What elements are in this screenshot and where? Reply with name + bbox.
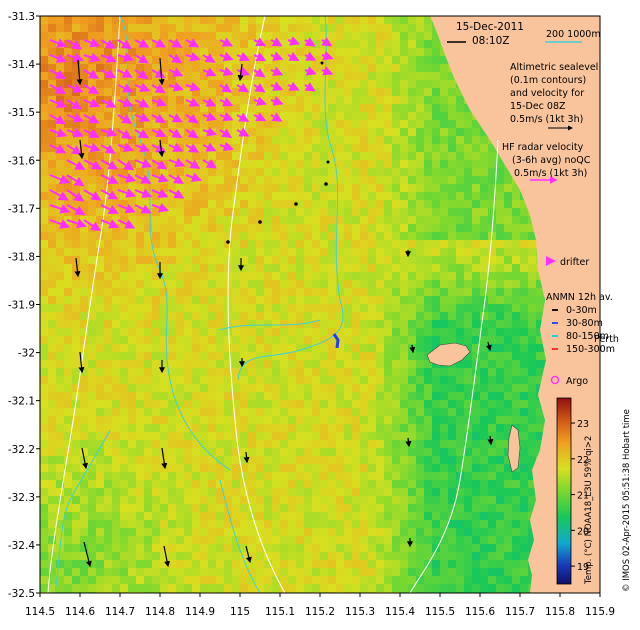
colorbar-gradient xyxy=(556,397,572,585)
y-tick-label: -32.2 xyxy=(8,444,35,456)
colorbar-label: Temp. (°C) NOAA18_L3U 59% qi>2 xyxy=(584,436,594,585)
altimetry-line-2: (0.1m contours) xyxy=(510,75,586,86)
altimetry-line-3: and velocity for xyxy=(510,88,584,99)
x-tick-label: 115.2 xyxy=(305,606,335,618)
hf-radar-legend: HF radar velocity (3-6h avg) noQC 0.5m/s… xyxy=(502,142,591,184)
y-tick-label: -31.5 xyxy=(8,107,35,119)
anmn-depth-label: 30-80m xyxy=(566,318,603,329)
colorbar-tick-label: 23 xyxy=(577,419,589,430)
y-tick-label: -32.3 xyxy=(8,492,35,504)
x-tick-label: 115.8 xyxy=(545,606,575,618)
x-tick-label: 115.7 xyxy=(505,606,535,618)
y-tick-label: -31.9 xyxy=(8,300,35,312)
y-tick-label: -32 xyxy=(18,348,35,360)
colorbar-tick-label: 20 xyxy=(577,526,589,537)
rottnest-island xyxy=(426,342,471,367)
altimetry-line-1: Altimetric sealevel xyxy=(510,62,598,73)
anmn-depth-label: 80-150m xyxy=(566,331,609,342)
time-label: 08:10Z xyxy=(472,35,509,47)
colorbar-tick-label: 22 xyxy=(577,455,589,466)
perth-label: Perth xyxy=(594,334,619,345)
colorbar-tick-label: 21 xyxy=(577,491,589,502)
x-tick-label: 114.5 xyxy=(25,606,55,618)
hf-radar-vectors xyxy=(49,36,334,232)
y-tick-label: -32.4 xyxy=(8,540,35,552)
colorbar-tick-label: 19 xyxy=(577,562,589,573)
credit-label: © IMOS 02-Apr-2015 05:51:38 Hobart time xyxy=(622,409,632,592)
radar-line-3: 0.5m/s (1kt 3h) xyxy=(514,168,587,179)
x-tick-label: 115.9 xyxy=(585,606,615,618)
altimetry-line-4: 15-Dec 08Z xyxy=(510,101,566,112)
y-tick-label: -31.4 xyxy=(8,59,35,71)
altimetry-vectors xyxy=(74,57,494,568)
x-tick-label: 115.4 xyxy=(385,606,415,618)
anmn-title: ANMN 12h av. xyxy=(546,292,613,303)
x-tick-label: 114.8 xyxy=(145,606,175,618)
x-tick-label: 114.6 xyxy=(65,606,95,618)
scale-label: 200 1000m xyxy=(546,29,601,40)
radar-line-1: HF radar velocity xyxy=(502,142,584,153)
x-tick-label: 115.6 xyxy=(465,606,495,618)
drifter-label: drifter xyxy=(560,257,589,268)
y-tick-label: -31.8 xyxy=(8,251,35,263)
anmn-depth-label: 0-30m xyxy=(566,305,597,316)
anmn-legend: ANMN 12h av. 0-30m 30-80m 80-150m 150-300m xyxy=(546,292,615,355)
date-label: 15-Dec-2011 xyxy=(456,21,524,33)
x-tick-label: 114.9 xyxy=(185,606,215,618)
y-axis: -31.3 -31.4 -31.5 -31.6 -31.7 -31.8 -31.9 -32 -3… xyxy=(8,11,40,600)
x-tick-label: 115.5 xyxy=(425,606,455,618)
y-tick-label: -31.6 xyxy=(8,155,35,167)
y-tick-label: -32.1 xyxy=(8,396,35,408)
mooring-dots xyxy=(226,61,330,244)
garden-island xyxy=(507,424,521,473)
x-tick-label: 115.3 xyxy=(345,606,375,618)
anmn-depth-label: 150-300m xyxy=(566,344,615,355)
y-tick-label: -31.3 xyxy=(8,11,35,23)
radar-line-2: (3-6h avg) noQC xyxy=(512,155,591,166)
x-tick-label: 115.1 xyxy=(265,606,295,618)
colorbar: 19 20 21 22 23 Temp. (°C) NOAA18_L3U 59% qi>… xyxy=(556,397,594,585)
altimetry-line-5: 0.5m/s (1kt 3h) xyxy=(510,114,583,125)
y-tick-label: -32.5 xyxy=(8,588,35,600)
argo-marker-icon xyxy=(550,375,560,385)
x-axis: 114.5 114.6 114.7 114.8 114.9 115 115.1 115.2 11… xyxy=(25,593,615,618)
y-tick-label: -31.7 xyxy=(8,203,35,215)
altimetry-legend: Altimetric sealevel (0.1m contours) and … xyxy=(510,62,598,131)
argo-label: Argo xyxy=(566,376,588,387)
drifter-track xyxy=(332,333,340,349)
x-tick-label: 114.7 xyxy=(105,606,135,618)
x-tick-label: 115 xyxy=(230,606,250,618)
